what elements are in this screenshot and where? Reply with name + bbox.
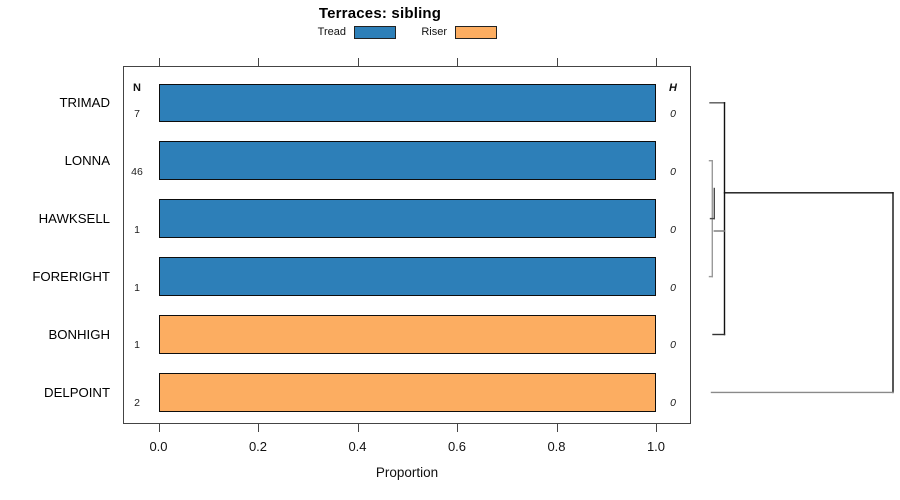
x-axis-tick-top <box>357 58 359 66</box>
n-value: 1 <box>134 281 140 294</box>
legend-swatch-riser <box>455 26 497 39</box>
category-label-foreright: FORERIGHT <box>32 269 110 285</box>
bar-lonna <box>158 141 656 180</box>
x-axis-tick-top <box>556 58 558 66</box>
bar-trimad <box>158 83 656 123</box>
x-axis-tick-label: 1.0 <box>646 439 666 454</box>
h-value: 0 <box>670 165 676 178</box>
chart-title: Terraces: sibling <box>318 5 442 22</box>
x-axis-tick-label: 0.0 <box>149 439 168 454</box>
h-value: 0 <box>670 281 676 294</box>
legend-label-tread: Tread <box>317 26 346 38</box>
x-axis-tick-top <box>457 58 459 66</box>
h-value: 0 <box>670 107 676 120</box>
n-value: 1 <box>134 339 140 352</box>
category-label-hawksell: HAWKSELL <box>38 211 110 227</box>
category-label-lonna: LONNA <box>64 153 110 169</box>
category-label-trimad: TRIMAD <box>59 95 110 111</box>
n-value: 1 <box>134 223 140 236</box>
x-axis-tick-label: 0.2 <box>248 439 268 454</box>
n-column-header: N <box>133 82 141 94</box>
x-axis-tick-bottom <box>656 424 658 433</box>
category-label-bonhigh: BONHIGH <box>48 326 110 342</box>
plot-area <box>123 66 691 424</box>
x-axis-tick-bottom <box>158 424 160 433</box>
x-axis-label: Proportion <box>375 465 439 480</box>
bar-bonhigh <box>158 315 656 354</box>
x-axis-tick-bottom <box>258 424 260 433</box>
n-value: 2 <box>134 397 140 410</box>
bar-hawksell <box>158 199 656 238</box>
x-axis-tick-label: 0.4 <box>348 439 367 454</box>
x-axis-tick-bottom <box>357 424 359 433</box>
x-axis-tick-top <box>656 58 658 66</box>
h-value: 0 <box>670 397 676 410</box>
category-label-delpoint: DELPOINT <box>44 384 110 400</box>
bar-delpoint <box>158 373 656 412</box>
x-axis-tick-top <box>158 58 160 66</box>
x-axis-tick-bottom <box>556 424 558 433</box>
x-axis-tick-label: 0.6 <box>447 439 467 454</box>
legend-swatch-tread <box>354 26 396 39</box>
h-value: 0 <box>670 339 676 352</box>
h-value: 0 <box>670 223 676 236</box>
h-column-header: H <box>669 82 677 94</box>
legend-label-riser: Riser <box>421 26 447 38</box>
x-axis-tick-label: 0.8 <box>547 439 566 454</box>
x-axis-tick-bottom <box>457 424 459 433</box>
n-value: 7 <box>134 107 140 120</box>
bar-foreright <box>158 257 656 296</box>
x-axis-tick-top <box>258 58 260 66</box>
n-value: 46 <box>131 165 143 178</box>
